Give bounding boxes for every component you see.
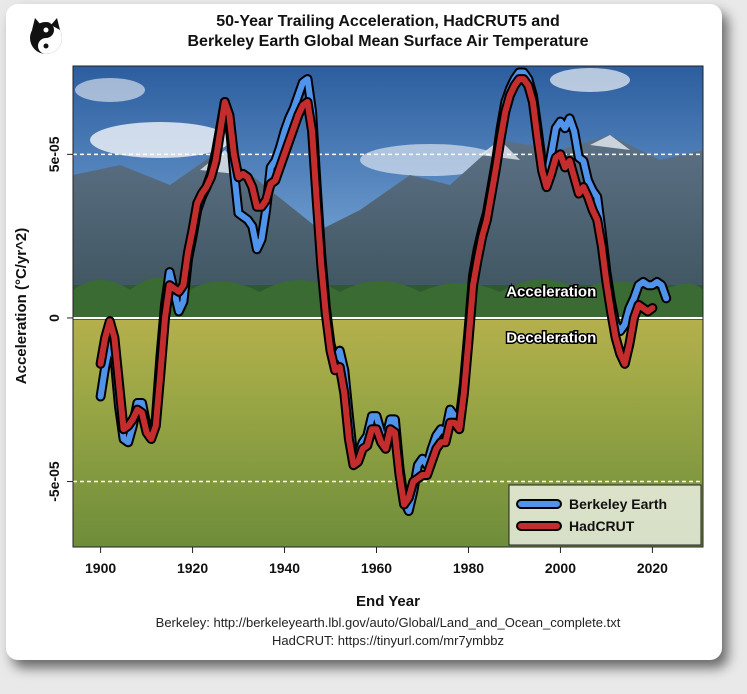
legend: Berkeley Earth HadCRUT — [508, 484, 702, 546]
x-tick-label: 1980 — [453, 560, 484, 576]
annotations: Acceleration Deceleration — [505, 282, 598, 348]
x-tick-label: 1920 — [177, 560, 208, 576]
source-berkeley: Berkeley: http://berkeleyearth.lbl.gov/a… — [156, 615, 621, 630]
y-tick-label: 5e-05 — [46, 136, 62, 172]
x-tick-label: 1940 — [269, 560, 300, 576]
y-tick-label: -5e-05 — [46, 461, 62, 502]
annotation-deceleration: Deceleration — [506, 329, 596, 346]
legend-box — [508, 484, 702, 546]
y-tick-label: 0 — [46, 314, 62, 322]
x-tick-label: 1900 — [85, 560, 116, 576]
x-tick-label: 2020 — [637, 560, 668, 576]
y-axis-label: Acceleration (°C/yr^2) — [13, 228, 30, 384]
x-tick-label: 1960 — [361, 560, 392, 576]
yin-yang-cat-logo — [30, 18, 62, 54]
chart-title-line: 50-Year Trailing Acceleration, HadCRUT5 … — [216, 13, 560, 30]
plot-frame — [72, 65, 704, 548]
reference-lines — [73, 153, 703, 483]
source-hadcrut: HadCRUT: https://tinyurl.com/mr7ymbbz — [272, 633, 504, 648]
series-line-hadcrut — [97, 76, 656, 508]
legend-label: HadCRUT — [569, 518, 635, 534]
x-axis: 1900 1920 1940 1960 1980 2000 2020 — [85, 547, 668, 576]
x-tick-label: 2000 — [545, 560, 576, 576]
annotation-acceleration: Acceleration — [506, 284, 596, 301]
x-axis-label: End Year — [356, 593, 420, 610]
chart-title: 50-Year Trailing Acceleration, HadCRUT5 … — [187, 13, 588, 50]
legend-label: Berkeley Earth — [569, 496, 667, 512]
y-axis: 5e-05 0 -5e-05 — [46, 136, 73, 502]
chart-title-line: Berkeley Earth Global Mean Surface Air T… — [187, 33, 588, 50]
series-layer — [95, 67, 672, 516]
